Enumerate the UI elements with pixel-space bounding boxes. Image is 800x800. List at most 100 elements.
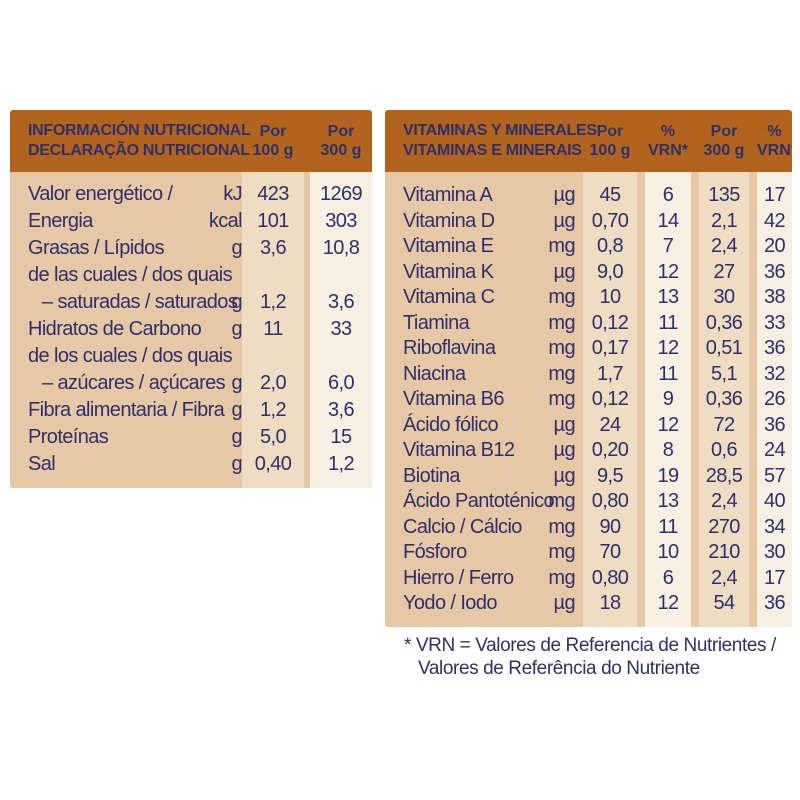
nutrient-label: Hierro / Ferro [403, 566, 514, 589]
value-per-100g: 0,12 [591, 311, 629, 334]
value-per-100g [242, 262, 310, 289]
nutrient-label: Tiamina [403, 311, 470, 334]
table-row: Vitamina B12 µg 0,20 8 0,6 24 [385, 438, 792, 464]
nutrient-label: de las cuales / dos quais [28, 264, 233, 286]
nutrient-unit: g [231, 426, 242, 448]
nutrient-unit: g [231, 318, 242, 340]
nutrient-unit: mg [548, 311, 575, 334]
nutrient-label: Vitamina A [403, 184, 493, 206]
pct-vrn-300g: 30 [763, 541, 786, 563]
pct-vrn-100g: 12 [657, 337, 679, 359]
pct-vrn-100g: 19 [657, 464, 679, 487]
pct-vrn-300g: 20 [763, 235, 786, 257]
nutrient-label: Riboflavina [403, 337, 496, 359]
value-per-100g: 90 [599, 515, 621, 538]
pct-vrn-100g: 13 [657, 286, 679, 308]
nutrition-facts-header: INFORMACIÓN NUTRICIONAL DECLARAÇÃO NUTRI… [10, 110, 372, 172]
table-row: Vitamina A µg 45 6 135 17 [385, 183, 792, 209]
value-per-100g: 0,40 [254, 453, 292, 475]
value-per-300g: 72 [713, 413, 735, 436]
pct-vrn-100g: 9 [662, 388, 674, 410]
value-per-100g: 1,2 [259, 291, 287, 313]
nutrient-unit: mg [548, 515, 575, 538]
table-row: Fibra alimentaria / Fibra g 1,2 3,6 [10, 397, 372, 424]
nutrient-unit: g [231, 372, 242, 394]
table-row: Fósforo mg 70 10 210 30 [385, 540, 792, 566]
vitamins-minerals-title: VITAMINAS Y MINERALES VITAMINAS E MINERA… [403, 121, 597, 161]
table-row: Vitamina E mg 0,8 7 2,4 20 [385, 234, 792, 260]
nutrient-label: Hidratos de Carbono [28, 318, 202, 340]
value-per-300g: 2,4 [710, 235, 738, 257]
nutrient-label: Energia [28, 210, 93, 232]
pct-vrn-100g: 7 [662, 235, 674, 257]
column-header-per-100g: Por 100 g [589, 123, 631, 159]
pct-vrn-300g: 40 [763, 490, 786, 512]
nutrient-label: Ácido Pantoténico [403, 490, 555, 512]
table-row: Niacina mg 1,7 11 5,1 32 [385, 362, 792, 388]
pct-vrn-100g: 12 [657, 592, 679, 614]
vitamins-minerals-title-es: VITAMINAS Y MINERALES [403, 122, 597, 139]
value-per-300g: 0,36 [705, 311, 743, 334]
value-per-300g: 2,4 [710, 566, 738, 589]
table-row: Energia kcal 101 303 [10, 208, 372, 235]
vrn-footnote-line2: Valores de Referência do Nutriente [418, 658, 700, 679]
nutrient-unit: g [231, 453, 242, 475]
nutrient-unit: mg [548, 337, 575, 359]
value-per-100g: 423 [257, 183, 289, 205]
nutrient-label: Calcio / Cálcio [403, 515, 522, 538]
value-per-300g: 135 [708, 184, 740, 206]
pct-vrn-100g: 11 [658, 362, 678, 385]
table-row: Tiamina mg 0,12 11 0,36 33 [385, 311, 792, 337]
nutrient-unit: µg [553, 184, 576, 206]
pct-vrn-100g: 14 [657, 209, 679, 232]
value-per-100g: 0,8 [596, 235, 624, 257]
value-per-300g: 0,6 [710, 439, 738, 461]
pct-vrn-300g: 32 [763, 362, 786, 385]
value-per-300g: 210 [708, 541, 740, 563]
nutrient-label: Vitamina C [403, 286, 495, 308]
value-per-100g [242, 343, 310, 370]
value-per-100g: 3,6 [259, 237, 287, 259]
value-per-300g [310, 262, 372, 289]
value-per-300g: 28,5 [705, 464, 743, 487]
value-per-300g: 3,6 [327, 291, 355, 313]
nutrient-label: de los cuales / dos quais [28, 345, 233, 367]
nutrient-label: – saturadas / saturados [42, 291, 238, 313]
nutrient-unit: µg [553, 592, 576, 614]
table-row: Valor energético / kJ 423 1269 [10, 181, 372, 208]
pct-vrn-100g: 8 [662, 439, 674, 461]
table-row: de los cuales / dos quais [10, 343, 372, 370]
nutrient-label: Niacina [403, 362, 466, 385]
pct-vrn-300g: 38 [763, 286, 786, 308]
nutrition-facts-title-pt: DECLARAÇÃO NUTRICIONAL [28, 142, 250, 159]
nutrient-label: Ácido fólico [403, 413, 499, 436]
table-row: Vitamina C mg 10 13 30 38 [385, 285, 792, 311]
value-per-100g: 2,0 [259, 372, 287, 394]
pct-vrn-300g: 17 [763, 184, 786, 206]
table-row: Sal g 0,40 1,2 [10, 451, 372, 478]
value-per-300g: 30 [713, 286, 735, 308]
value-per-300g: 54 [713, 592, 735, 614]
value-per-300g: 1,2 [327, 453, 355, 475]
pct-vrn-100g: 12 [657, 260, 679, 283]
nutrient-unit: mg [548, 541, 575, 563]
table-row: Hidratos de Carbono g 11 33 [10, 316, 372, 343]
vrn-footnote: * VRN = Valores de Referencia de Nutrien… [404, 634, 776, 680]
nutrition-facts-title-es: INFORMACIÓN NUTRICIONAL [28, 122, 251, 139]
nutrient-label: – azúcares / açúcares [42, 372, 226, 394]
value-per-300g: 6,0 [327, 372, 355, 394]
value-per-300g: 303 [325, 210, 357, 232]
vitamins-minerals-header: VITAMINAS Y MINERALES VITAMINAS E MINERA… [385, 110, 792, 172]
value-per-100g: 0,17 [591, 337, 629, 359]
value-per-300g: 0,36 [705, 388, 743, 410]
nutrient-label: Sal [28, 453, 56, 475]
table-row: – azúcares / açúcares g 2,0 6,0 [10, 370, 372, 397]
nutrient-label: Fibra alimentaria / Fibra [28, 399, 225, 421]
value-per-100g: 9,5 [596, 464, 624, 487]
nutrient-label: Vitamina B6 [403, 388, 504, 410]
column-header-per-100g: Por 100 g [252, 123, 294, 159]
nutrient-label: Vitamina E [403, 235, 494, 257]
value-per-100g: 1,2 [259, 399, 287, 421]
table-row: Hierro / Ferro mg 0,80 6 2,4 17 [385, 566, 792, 592]
pct-vrn-300g: 36 [763, 260, 786, 283]
